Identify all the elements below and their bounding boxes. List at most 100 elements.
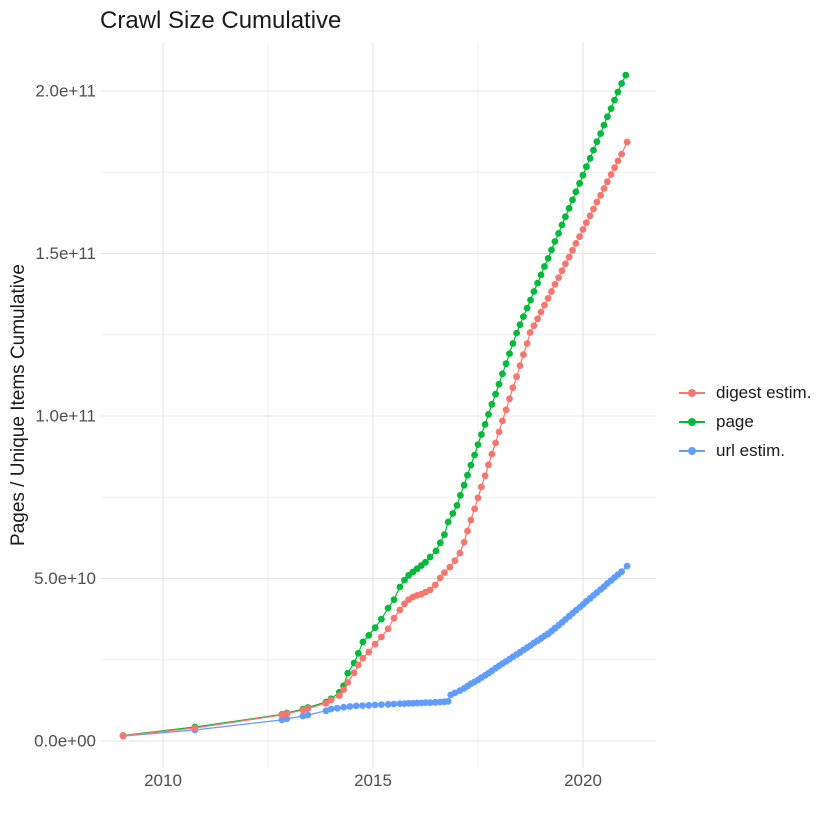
- data-point: [569, 196, 576, 204]
- data-point: [513, 373, 520, 381]
- data-point: [583, 163, 590, 171]
- data-point: [611, 96, 618, 104]
- data-point: [352, 702, 360, 710]
- data-point: [590, 146, 597, 154]
- series-layer: [119, 71, 631, 740]
- data-point: [365, 701, 373, 709]
- data-point: [502, 360, 510, 368]
- data-point: [191, 724, 199, 732]
- data-point: [488, 400, 496, 408]
- data-point: [597, 191, 604, 199]
- data-point: [495, 428, 503, 436]
- data-point: [333, 704, 341, 712]
- data-point: [354, 661, 362, 669]
- data-point: [569, 246, 576, 254]
- data-point: [371, 640, 379, 648]
- legend-label-page: page: [716, 411, 754, 431]
- data-point: [474, 494, 482, 502]
- data-point: [474, 441, 482, 448]
- series-line: [123, 74, 627, 737]
- data-point: [555, 230, 562, 237]
- y-tick-label: 0.0e+00: [34, 732, 96, 751]
- data-point: [544, 255, 552, 262]
- data-point: [436, 574, 444, 582]
- x-tick-label: 2020: [564, 771, 602, 790]
- data-point: [390, 614, 398, 622]
- gridlines-major: [101, 42, 656, 768]
- legend-item-digest-estim: digest estim.: [679, 378, 811, 407]
- data-point: [526, 329, 534, 336]
- data-point: [509, 384, 517, 392]
- data-point: [513, 329, 520, 337]
- data-point: [534, 315, 541, 323]
- data-point: [604, 113, 611, 121]
- data-point: [593, 198, 601, 206]
- data-point: [572, 188, 580, 196]
- data-point: [548, 246, 555, 254]
- data-point: [444, 698, 452, 705]
- data-point: [350, 669, 358, 677]
- data-point: [516, 362, 524, 369]
- x-tick-label: 2015: [354, 771, 392, 790]
- data-point: [426, 699, 434, 706]
- data-point: [618, 150, 625, 158]
- data-point: [576, 179, 583, 187]
- data-point: [365, 632, 373, 639]
- data-point: [520, 313, 527, 320]
- data-point: [396, 583, 404, 591]
- data-point: [488, 450, 496, 458]
- data-point: [551, 281, 559, 288]
- data-point: [523, 340, 531, 347]
- data-point: [359, 702, 366, 709]
- data-point: [384, 604, 392, 612]
- data-point: [551, 238, 559, 245]
- data-point: [441, 569, 448, 576]
- data-point: [453, 502, 461, 509]
- legend-item-page: page: [679, 407, 811, 436]
- data-point: [378, 701, 385, 708]
- data-point: [614, 157, 622, 165]
- series-url-estim: [119, 562, 631, 740]
- data-point: [604, 178, 611, 186]
- data-point: [384, 625, 392, 633]
- data-point: [572, 240, 580, 247]
- data-point: [586, 212, 594, 220]
- data-point: [618, 80, 625, 87]
- data-point: [336, 692, 343, 699]
- data-point: [340, 703, 347, 711]
- data-point: [622, 71, 630, 79]
- y-tick-label: 1.5e+11: [35, 244, 96, 263]
- data-point: [495, 380, 503, 388]
- data-point: [611, 164, 618, 172]
- data-point: [623, 562, 631, 570]
- data-point: [346, 703, 354, 710]
- data-point: [471, 505, 478, 513]
- data-point: [579, 171, 587, 179]
- data-point: [600, 185, 608, 192]
- data-point: [340, 686, 347, 693]
- gridlines-minor: [101, 42, 656, 768]
- data-point: [359, 638, 367, 646]
- data-point: [449, 510, 457, 517]
- data-point: [565, 253, 573, 261]
- data-point: [530, 322, 538, 330]
- data-point: [555, 274, 562, 281]
- data-point: [614, 88, 622, 96]
- data-point: [565, 204, 573, 212]
- data-point: [371, 701, 379, 709]
- legend: digest estim. page url estim.: [679, 378, 811, 465]
- data-point: [396, 606, 404, 614]
- data-point: [583, 219, 590, 227]
- data-point: [558, 221, 566, 229]
- data-point: [579, 226, 587, 233]
- data-point: [446, 563, 454, 571]
- data-point: [460, 538, 468, 546]
- data-point: [558, 267, 566, 275]
- data-point: [534, 279, 541, 287]
- data-point: [471, 451, 478, 459]
- y-tick-label: 5.0e+10: [34, 569, 96, 588]
- data-point: [481, 472, 489, 480]
- data-point: [283, 710, 291, 718]
- data-point: [523, 304, 531, 312]
- data-point: [506, 350, 513, 357]
